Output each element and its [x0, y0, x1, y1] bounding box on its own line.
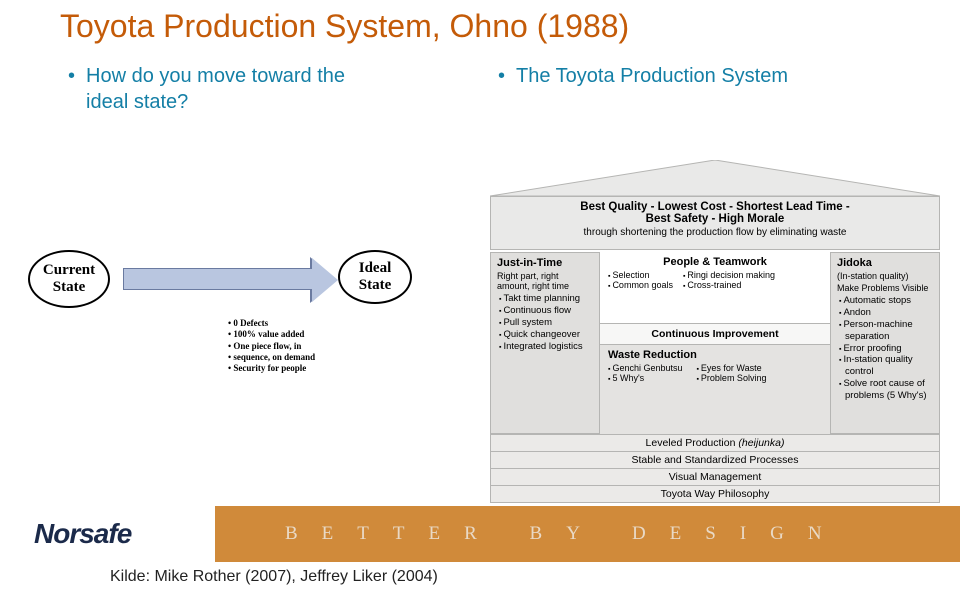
bullet-left: •How do you move toward the ideal state?	[68, 63, 468, 115]
base-r4: Toyota Way Philosophy	[490, 486, 940, 503]
mini-item: One piece flow, in	[228, 341, 315, 352]
jidoka-item: Error proofing	[837, 343, 933, 355]
bullets-row: •How do you move toward the ideal state?…	[0, 45, 960, 115]
base-r1b: (heijunka)	[738, 437, 784, 449]
house-header-l2: Best Safety - High Morale	[499, 213, 931, 225]
waste-item: 5 Why's	[608, 373, 682, 383]
arrow-body	[123, 268, 313, 290]
ci-label: Continuous Improvement	[600, 324, 830, 344]
jidoka-pillar: Jidoka (In-station quality) Make Problem…	[830, 252, 940, 434]
mini-list: 0 Defects 100% value added One piece flo…	[228, 318, 315, 374]
ideal-state-oval: Ideal State	[338, 250, 412, 304]
house-header-l1: Best Quality - Lowest Cost - Shortest Le…	[499, 201, 931, 213]
base-rows: Leveled Production (heijunka) Stable and…	[490, 434, 940, 503]
base-r1: Leveled Production (heijunka)	[490, 434, 940, 452]
jit-item: Continuous flow	[497, 305, 593, 317]
house-header-l3: through shortening the production flow b…	[499, 227, 931, 238]
current-state-oval: Current State	[28, 250, 110, 308]
people-title: People & Teamwork	[608, 256, 822, 268]
waste-right: Eyes for Waste Problem Solving	[696, 363, 766, 383]
jidoka-title: Jidoka	[837, 257, 933, 269]
waste-title: Waste Reduction	[608, 349, 822, 361]
jidoka-sub: (In-station quality)	[837, 271, 933, 281]
jidoka-item: Person-machine separation	[837, 319, 933, 343]
jit-item: Pull system	[497, 317, 593, 329]
jit-list: Takt time planning Continuous flow Pull …	[497, 293, 593, 352]
waste-left: Genchi Genbutsu 5 Why's	[608, 363, 682, 383]
base-r3: Visual Management	[490, 469, 940, 486]
house-header: Best Quality - Lowest Cost - Shortest Le…	[490, 196, 940, 250]
mini-item: 100% value added	[228, 329, 315, 340]
ideal-l1: Ideal	[340, 260, 410, 277]
jidoka-item: Automatic stops	[837, 295, 933, 307]
jidoka-item: Solve root cause of problems (5 Why's)	[837, 378, 933, 402]
ideal-l2: State	[340, 277, 410, 294]
jidoka-sub2: Make Problems Visible	[837, 283, 933, 293]
current-l1: Current	[30, 262, 108, 279]
bullet-left-l1: How do you move toward the	[86, 63, 468, 89]
mid-column: People & Teamwork Selection Common goals…	[600, 252, 830, 434]
bullet-right-txt: The Toyota Production System	[516, 63, 928, 89]
mini-item: Security for people	[228, 363, 315, 374]
jit-item: Takt time planning	[497, 293, 593, 305]
footer-tagline: BETTER BY DESIGN	[215, 523, 960, 545]
jidoka-list: Automatic stops Andon Person-machine sep…	[837, 295, 933, 402]
bullet-left-l2: ideal state?	[86, 89, 468, 115]
pillars: Just-in-Time Right part, right amount, r…	[490, 252, 940, 434]
base-r1a: Leveled Production	[646, 437, 739, 449]
people-right: Ringi decision making Cross-trained	[683, 270, 775, 290]
bullet-right: •The Toyota Production System	[498, 63, 928, 115]
logo-box: Norsafe	[0, 506, 215, 562]
people-item: Common goals	[608, 280, 673, 290]
waste-item: Problem Solving	[696, 373, 766, 383]
people-item: Cross-trained	[683, 280, 775, 290]
jit-item: Quick changeover	[497, 329, 593, 341]
norsafe-logo: Norsafe	[34, 518, 131, 550]
arrow-head-icon	[312, 258, 338, 302]
current-l2: State	[30, 279, 108, 296]
mini-diagram: Current State Ideal State 0 Defects 100%…	[28, 240, 458, 400]
people-item: Ringi decision making	[683, 270, 775, 280]
people-left: Selection Common goals	[608, 270, 673, 290]
footer-bar: Norsafe BETTER BY DESIGN	[0, 506, 960, 562]
tps-house: Best Quality - Lowest Cost - Shortest Le…	[480, 160, 950, 500]
page-title: Toyota Production System, Ohno (1988)	[0, 0, 960, 45]
waste-item: Eyes for Waste	[696, 363, 766, 373]
mini-item: 0 Defects	[228, 318, 315, 329]
jit-pillar: Just-in-Time Right part, right amount, r…	[490, 252, 600, 434]
jidoka-item: Andon	[837, 307, 933, 319]
waste-box: Waste Reduction Genchi Genbutsu 5 Why's …	[600, 344, 830, 434]
jit-item: Integrated logistics	[497, 341, 593, 353]
jit-sub: Right part, right amount, right time	[497, 271, 593, 291]
people-box: People & Teamwork Selection Common goals…	[600, 252, 830, 324]
jit-title: Just-in-Time	[497, 257, 593, 269]
roof-icon	[490, 160, 940, 196]
source-citation: Kilde: Mike Rother (2007), Jeffrey Liker…	[110, 568, 438, 586]
waste-item: Genchi Genbutsu	[608, 363, 682, 373]
jidoka-item: In-station quality control	[837, 354, 933, 378]
base-r2: Stable and Standardized Processes	[490, 452, 940, 469]
mini-item: sequence, on demand	[228, 352, 315, 363]
people-item: Selection	[608, 270, 673, 280]
